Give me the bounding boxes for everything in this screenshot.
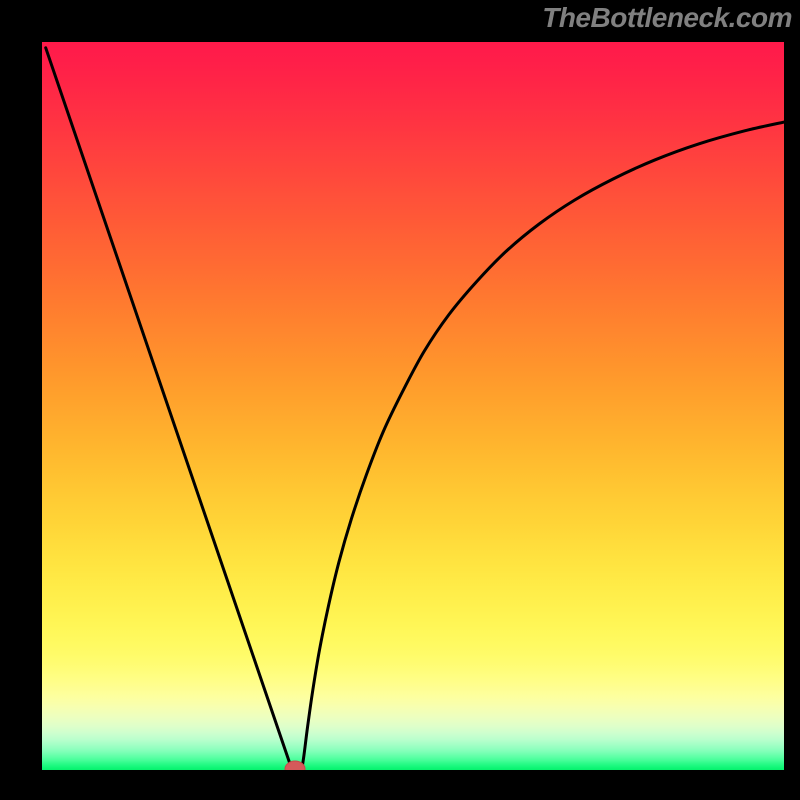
plot-area bbox=[42, 42, 784, 770]
curve-left-branch bbox=[46, 48, 292, 770]
watermark-text: TheBottleneck.com bbox=[542, 2, 792, 34]
optimal-point-marker bbox=[285, 761, 305, 770]
curve-right-branch bbox=[302, 122, 784, 770]
curve-svg bbox=[42, 42, 784, 770]
